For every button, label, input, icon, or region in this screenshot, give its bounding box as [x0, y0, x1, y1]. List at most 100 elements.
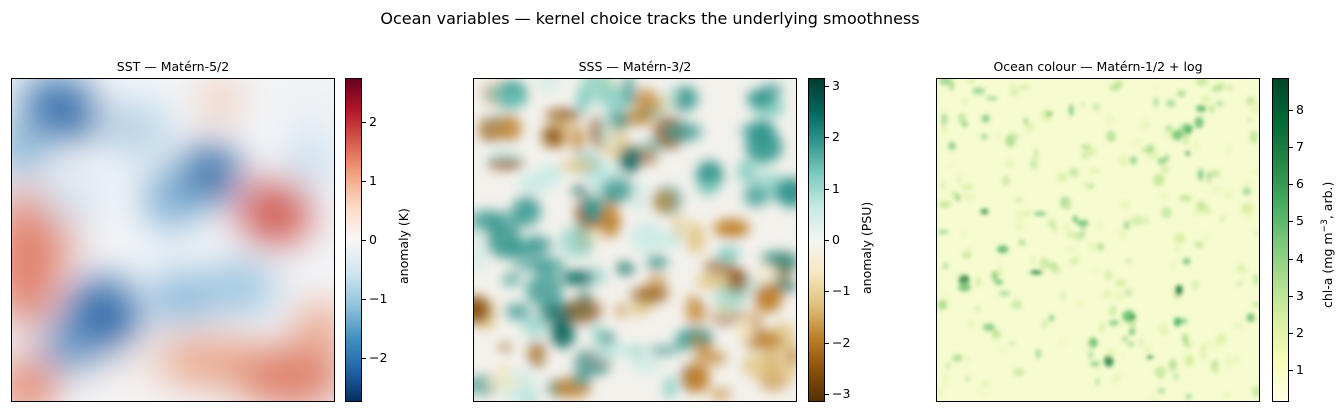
chl-texture-blob [1179, 194, 1192, 202]
chl-texture-blob [1120, 354, 1125, 359]
chl-texture-blob [1139, 337, 1143, 348]
chl-texture-blob [967, 79, 976, 86]
chl-texture-blob [1254, 232, 1259, 237]
chl-texture-blob [960, 232, 967, 237]
chl-texture-blob [1124, 288, 1133, 297]
chl-texture-blob [1185, 393, 1192, 400]
chl-texture-blob [1081, 224, 1085, 236]
chl-texture-blob [947, 141, 956, 151]
chl-texture-blob [1226, 84, 1234, 92]
sss-colorbar-label: anomaly (PSU) [859, 201, 874, 294]
colorbar-tick [362, 358, 366, 359]
chl-heatmap [936, 78, 1260, 402]
chl-colorbar-label: chl-a (mg m−3, arb.) [1320, 181, 1336, 308]
sss-texture-blob [636, 145, 659, 165]
sss-texture-blob [558, 160, 597, 171]
sss-texture-blob [708, 388, 732, 401]
chl-texture-blob [1161, 206, 1172, 219]
chl-texture-blob [1154, 366, 1167, 378]
chl-texture-blob [1104, 270, 1113, 281]
chl-texture-blob [1099, 321, 1105, 334]
chl-texture-blob [965, 377, 970, 382]
chl-texture-blob [1082, 181, 1088, 188]
sss-texture-blob [745, 131, 784, 163]
chl-texture-blob [1088, 241, 1097, 251]
chl-texture-blob [1146, 355, 1154, 359]
sss-texture-blob [741, 352, 777, 380]
sss-texture-blob [520, 314, 550, 337]
chl-texture-blob [1237, 281, 1241, 287]
chl-texture-blob [1066, 231, 1076, 239]
chl-texture-blob [1107, 348, 1116, 357]
sss-texture-blob [747, 330, 783, 350]
colorbar-tick [1289, 370, 1293, 371]
colorbar-tick-label: 1 [832, 181, 840, 196]
chl-texture-blob [957, 174, 961, 185]
chl-texture-blob [962, 122, 968, 127]
sss-texture-blob [615, 304, 628, 318]
colorbar-tick-label: −2 [369, 350, 388, 365]
chl-texture-blob [972, 87, 986, 95]
chl-texture-blob [1096, 243, 1105, 251]
chl-texture-blob [1069, 104, 1074, 117]
sss-texture-blob [651, 189, 677, 214]
chl-texture-blob [1215, 82, 1226, 91]
chl-texture-blob [1056, 172, 1068, 183]
sss-texture-blob [713, 218, 750, 238]
chl-texture-blob [1120, 199, 1131, 210]
chl-texture-blob [982, 380, 990, 388]
chl-texture-blob [985, 96, 998, 100]
chl-texture-blob [1085, 345, 1090, 350]
chl-texture-blob [1042, 319, 1048, 329]
chl-texture-blob [1008, 341, 1016, 346]
chl-texture-blob [1192, 280, 1199, 290]
chl-texture-blob [1193, 140, 1199, 152]
sss-texture-blob [565, 297, 603, 325]
chl-texture-blob [958, 113, 966, 124]
chl-texture-blob [955, 196, 961, 202]
colorbar-tick [362, 299, 366, 300]
sss-texture-blob [484, 88, 508, 100]
sss-texture-blob [524, 234, 546, 258]
sss-texture-blob [649, 345, 676, 356]
sss-texture-blob [736, 159, 756, 184]
colorbar-tick-label: 3 [832, 78, 840, 93]
colorbar-tick-label: 2 [369, 114, 377, 129]
sss-texture-blob [690, 330, 703, 353]
colorbar-tick-label: −3 [832, 386, 851, 401]
chl-texture-blob [937, 230, 949, 234]
chl-texture-blob [1210, 185, 1224, 193]
colorbar-tick-label: −2 [832, 335, 851, 350]
chl-texture-blob [1201, 343, 1207, 353]
sss-texture-blob [631, 221, 662, 255]
chl-texture-blob [1049, 314, 1054, 322]
chl-texture-blob [1061, 291, 1066, 301]
chl-texture-blob [1101, 291, 1114, 298]
chl-texture-blob [1073, 215, 1078, 223]
sss-texture-blob [538, 164, 563, 185]
sss-texture-blob [498, 342, 512, 353]
colorbar-tick [1289, 259, 1293, 260]
chl-texture-blob [1183, 134, 1189, 146]
chl-texture-blob [1023, 209, 1030, 217]
chl-texture-blob [1242, 180, 1251, 186]
chl-texture-blob [941, 181, 945, 190]
chl-texture-blob [1175, 245, 1180, 254]
chl-texture-blob [1130, 215, 1144, 226]
colorbar-tick-label: 2 [832, 129, 840, 144]
chl-texture-blob [1201, 94, 1211, 103]
chl-texture-blob [1096, 220, 1104, 230]
chl-texture-blob [1029, 270, 1043, 275]
chl-texture-blob [1087, 183, 1094, 189]
chl-texture-blob [1144, 214, 1149, 227]
sss-texture-blob [483, 378, 523, 390]
sss-texture-blob [713, 284, 747, 312]
colorbar-tick-label: 6 [1296, 176, 1304, 191]
chl-texture-blob [941, 113, 948, 127]
chl-texture-blob [1106, 130, 1116, 142]
sss-texture-blob [686, 222, 706, 255]
chl-texture-blob [964, 354, 970, 363]
sss-texture-blob [629, 356, 662, 374]
chl-texture-blob [1210, 169, 1221, 178]
chl-texture-blob [1176, 90, 1186, 97]
